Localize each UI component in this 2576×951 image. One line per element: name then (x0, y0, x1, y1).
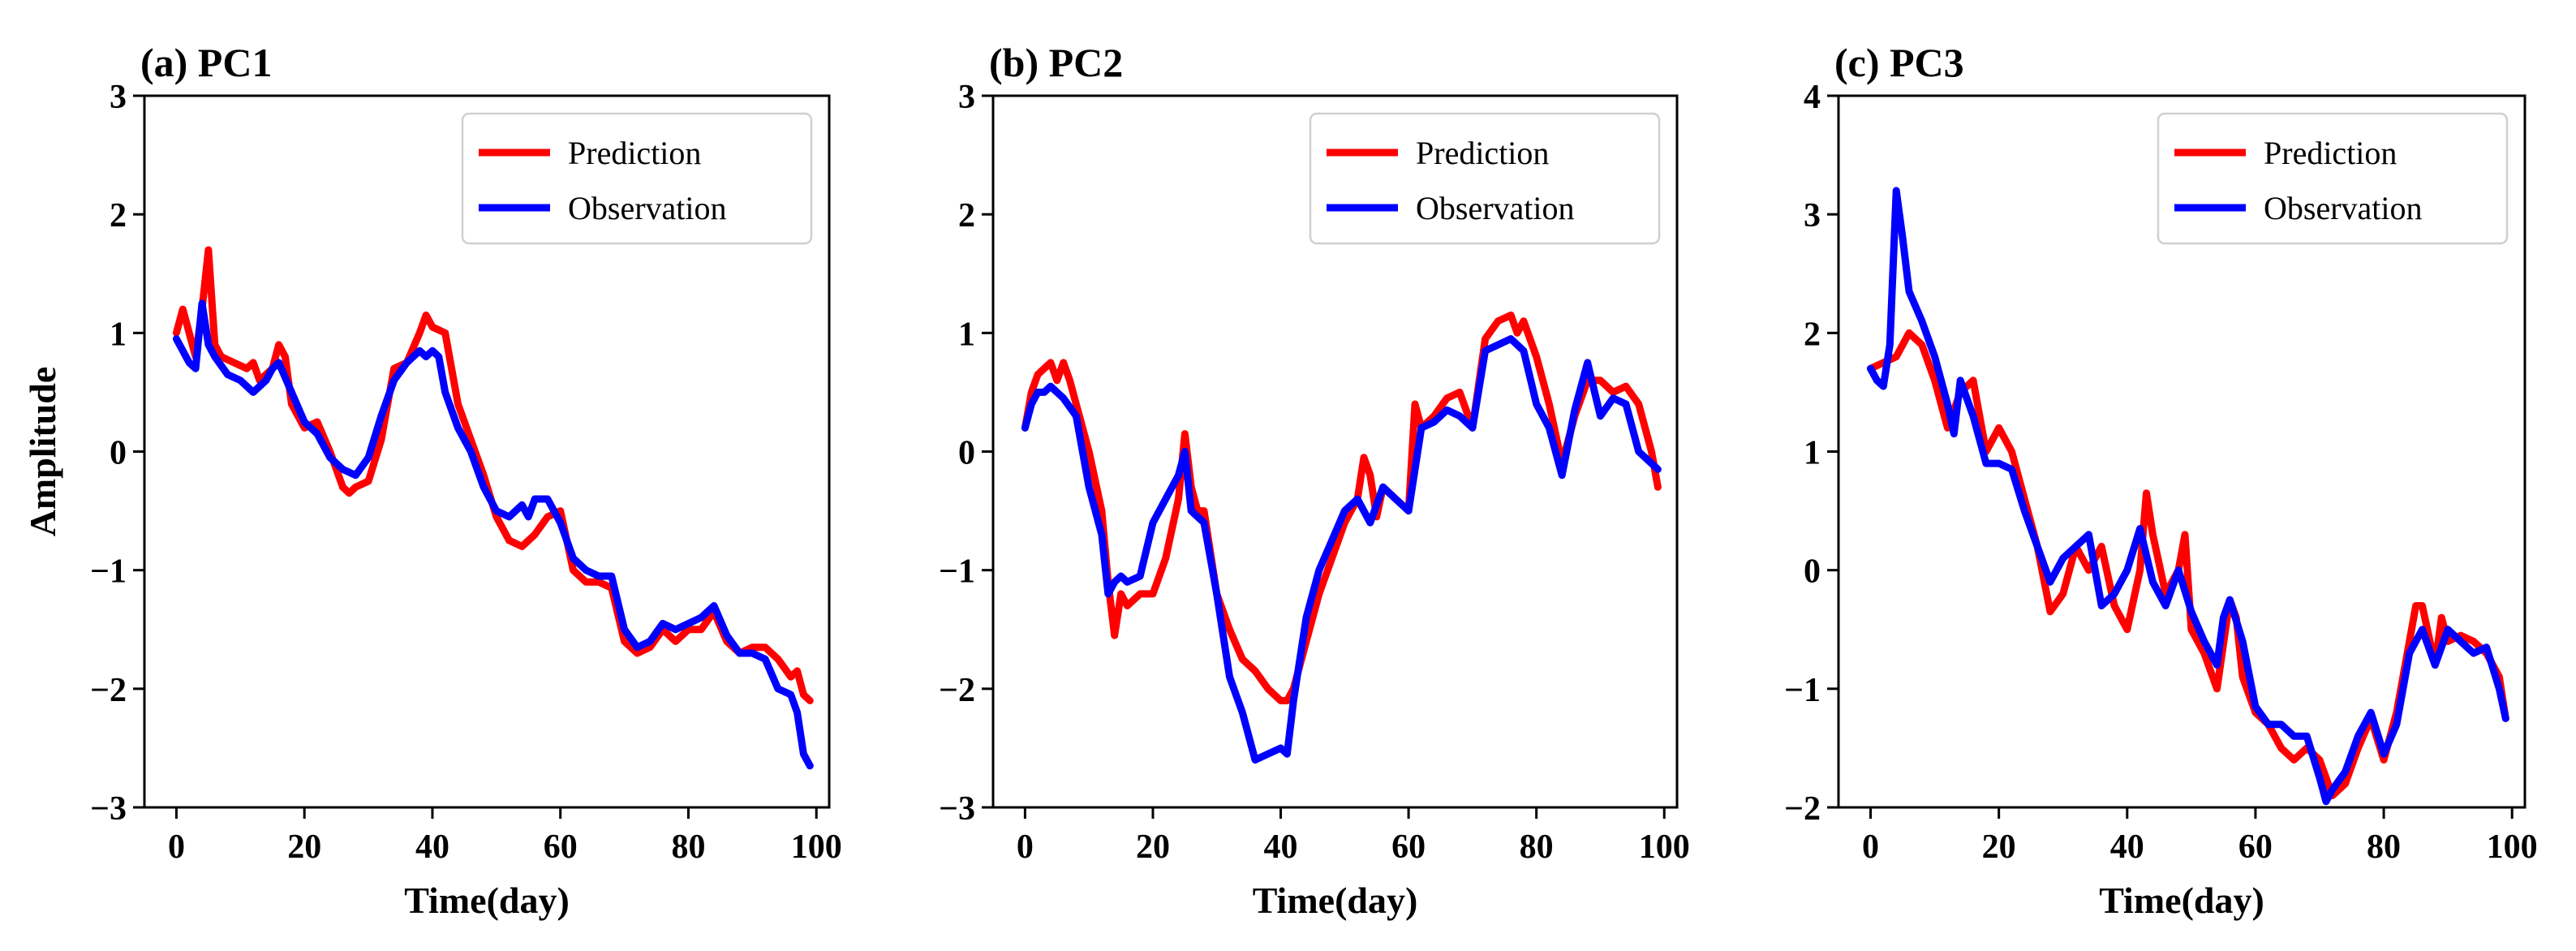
y-tick-label: −2 (90, 672, 127, 709)
x-tick-label: 40 (2110, 828, 2144, 866)
x-tick-label: 80 (671, 828, 705, 866)
chart-title: (a) PC1 (140, 40, 272, 85)
y-tick-label: 1 (958, 316, 975, 353)
chart-panel-1: 0 20 40 60 80 100 −3 −2 −1 0 1 2 3 (a) PC1 Time(day) Am… (22, 40, 842, 921)
x-tick-label: 20 (287, 828, 321, 866)
y-tick-label: 0 (958, 435, 975, 472)
y-tick-label: 3 (1804, 197, 1821, 235)
x-tick-label: 60 (544, 828, 578, 866)
y-tick-label: −3 (939, 790, 975, 828)
y-tick-label: −1 (1784, 672, 1821, 709)
x-tick-label: 100 (791, 828, 842, 866)
legend: Prediction Observation (2157, 112, 2509, 245)
series-line-prediction (1867, 329, 2509, 799)
legend-label-prediction: Prediction (568, 135, 701, 171)
x-tick-label: 20 (1136, 828, 1170, 866)
y-tick-label: −3 (90, 790, 127, 828)
series-line-observation (172, 299, 814, 770)
x-tick-label: 60 (2238, 828, 2273, 866)
chart-panel-3: 0 20 40 60 80 100 −2 −1 0 1 2 3 4 (c) PC3 Time(day) Pre… (1784, 40, 2538, 921)
x-tick-label: 20 (1982, 828, 2016, 866)
y-tick-label: 3 (110, 79, 127, 116)
legend-label-prediction: Prediction (2264, 135, 2397, 171)
series-line-prediction (172, 246, 814, 704)
y-tick-label: 2 (110, 197, 127, 235)
x-tick-label: 80 (2367, 828, 2401, 866)
x-tick-label: 100 (2487, 828, 2538, 866)
y-tick-label: 2 (1804, 316, 1821, 353)
y-tick-label: −2 (1784, 790, 1821, 828)
y-tick-label: 4 (1804, 79, 1821, 116)
x-tick-label: 40 (415, 828, 449, 866)
legend: Prediction Observation (1309, 112, 1661, 245)
series-line-prediction (1021, 311, 1662, 704)
y-axis-label: Amplitude (22, 367, 63, 537)
x-tick-label: 0 (1017, 828, 1034, 866)
y-tick-label: −1 (90, 553, 127, 591)
y-tick-label: 1 (110, 316, 127, 353)
legend-label-observation: Observation (568, 190, 727, 226)
legend: Prediction Observation (461, 112, 813, 245)
y-tick-label: −1 (939, 553, 975, 591)
legend-label-observation: Observation (2264, 190, 2423, 226)
series-line-observation (1021, 335, 1662, 764)
chart-panel-2: 0 20 40 60 80 100 −3 −2 −1 0 1 2 3 (b) PC2 Time(day) Pr… (939, 40, 1690, 921)
x-tick-label: 0 (1862, 828, 1879, 866)
y-tick-label: 0 (1804, 553, 1821, 591)
y-tick-label: 1 (1804, 435, 1821, 472)
x-tick-label: 100 (1639, 828, 1690, 866)
chart-title: (c) PC3 (1834, 40, 1964, 85)
y-tick-label: 3 (958, 79, 975, 116)
series-line-observation (1867, 187, 2509, 806)
y-tick-label: 0 (110, 435, 127, 472)
x-tick-label: 60 (1391, 828, 1426, 866)
x-axis-label: Time(day) (2099, 880, 2264, 921)
x-axis-label: Time(day) (1253, 880, 1418, 921)
y-tick-label: −2 (939, 672, 975, 709)
chart-title: (b) PC2 (989, 40, 1123, 85)
x-tick-label: 0 (168, 828, 185, 866)
y-tick-label: 2 (958, 197, 975, 235)
legend-label-prediction: Prediction (1416, 135, 1549, 171)
x-tick-label: 80 (1520, 828, 1554, 866)
x-tick-label: 40 (1264, 828, 1298, 866)
x-axis-label: Time(day) (404, 880, 570, 921)
legend-label-observation: Observation (1416, 190, 1575, 226)
